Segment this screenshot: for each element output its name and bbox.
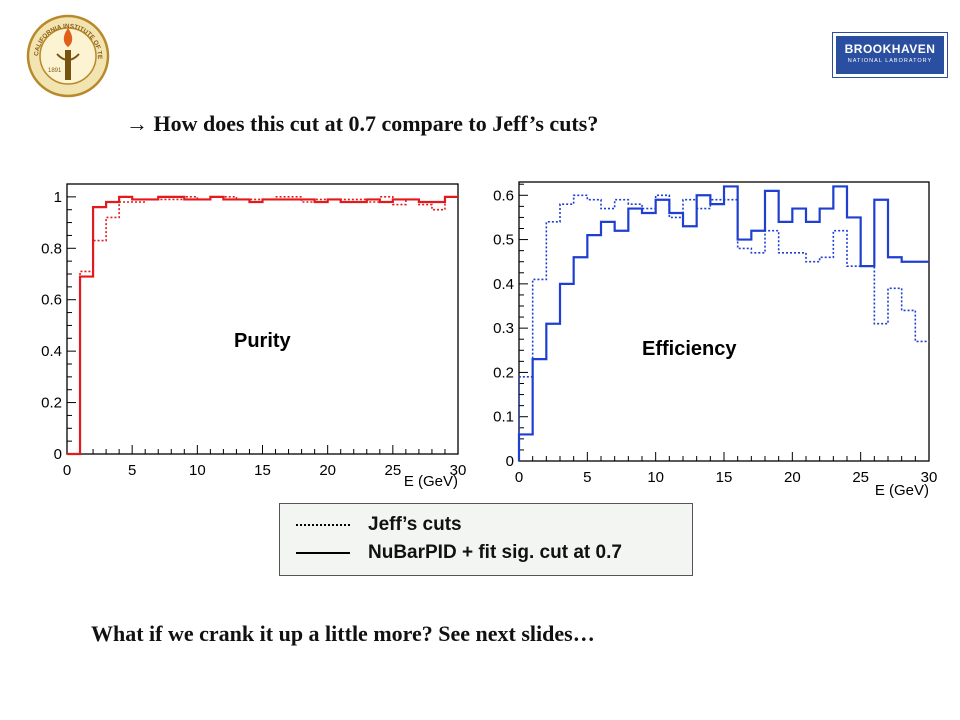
x-tick-label: 15 — [716, 469, 733, 486]
x-tick-label: 20 — [784, 469, 801, 486]
slide-question: → How does this cut at 0.7 compare to Je… — [126, 111, 599, 136]
y-tick-label: 1 — [54, 189, 62, 206]
y-tick-label: 0.8 — [41, 240, 62, 257]
x-axis-label: E (GeV) — [404, 473, 458, 490]
brookhaven-logo-line2: NATIONAL LABORATORY — [847, 58, 933, 64]
caltech-seal-logo: CALIFORNIA INSTITUTE OF TECHNOLOGY 1891 — [26, 14, 110, 98]
x-tick-label: 25 — [384, 462, 401, 479]
purity-chart: 0 5 10 15 20 25 30 0 0.2 0.4 0.6 0.8 1 Purity E (GeV) — [41, 183, 467, 490]
x-tick-label: 25 — [852, 469, 869, 486]
x-tick-label: 0 — [515, 469, 523, 486]
y-tick-label: 0.2 — [493, 364, 514, 381]
x-tick-label: 15 — [254, 462, 271, 479]
x-tick-label: 20 — [319, 462, 336, 479]
series-line-nubarpid — [67, 195, 458, 456]
plot-frame — [66, 183, 459, 455]
slide-footer: What if we crank it up a little more? Se… — [91, 621, 595, 646]
y-tick-label: 0 — [54, 446, 62, 463]
legend-dotted-line — [296, 524, 350, 526]
brookhaven-logo-line1: BROOKHAVEN — [844, 42, 936, 56]
y-tick-label: 0.1 — [493, 409, 514, 426]
y-tick-label: 0.4 — [493, 276, 514, 293]
legend-entry-nubarpid: NuBarPID + fit sig. cut at 0.7 — [296, 541, 622, 565]
x-tick-label: 5 — [128, 462, 136, 479]
legend-label-jeffs-cuts: Jeff’s cuts — [368, 514, 462, 535]
legend-solid-line — [296, 552, 350, 554]
x-axis-label: E (GeV) — [875, 482, 929, 499]
y-tick-label: 0.6 — [41, 292, 62, 309]
series-line-nubarpid — [517, 185, 929, 461]
y-tick-label: 0.6 — [493, 187, 514, 204]
y-tick-label: 0.4 — [41, 343, 62, 360]
y-tick-label: 0.5 — [493, 232, 514, 249]
x-tick-label: 5 — [583, 469, 591, 486]
x-tick-label: 30 — [450, 462, 467, 479]
legend-entry-jeffs-cuts: Jeff’s cuts — [296, 513, 462, 537]
seal-year: 1891 — [48, 68, 62, 74]
chart-title: Purity — [234, 330, 292, 352]
plot-frame — [518, 181, 930, 462]
legend-label-nubarpid: NuBarPID + fit sig. cut at 0.7 — [368, 542, 622, 563]
chart-legend: Jeff’s cuts NuBarPID + fit sig. cut at 0… — [279, 503, 693, 576]
brookhaven-logo: BROOKHAVEN NATIONAL LABORATORY — [832, 32, 948, 78]
y-tick-label: 0.2 — [41, 395, 62, 412]
x-tick-label: 10 — [189, 462, 206, 479]
x-tick-label: 0 — [63, 462, 71, 479]
y-tick-label: 0.3 — [493, 320, 514, 337]
efficiency-chart: 0 5 10 15 20 25 30 0 0.1 0.2 0.3 0.4 0.5 0.6 Efficienc… — [493, 181, 938, 499]
x-tick-label: 30 — [921, 469, 938, 486]
chart-title: Efficiency — [642, 338, 737, 360]
y-tick-label: 0 — [506, 453, 514, 470]
x-tick-label: 10 — [647, 469, 664, 486]
